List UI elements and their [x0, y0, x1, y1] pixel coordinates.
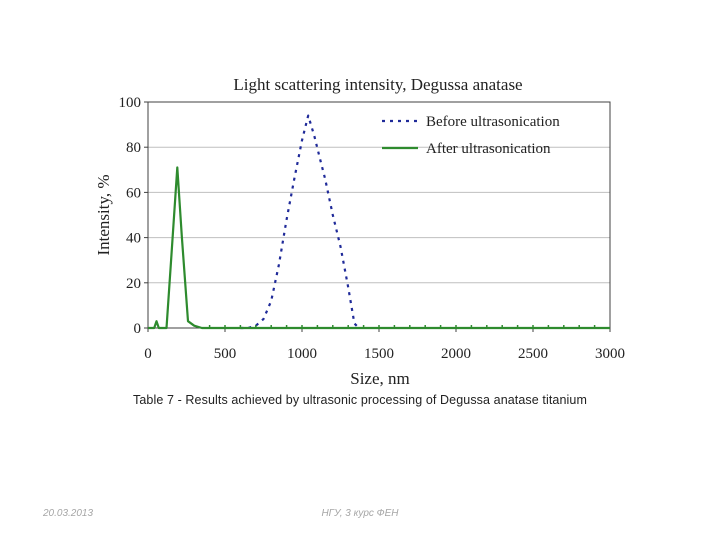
series-line-before	[240, 114, 360, 330]
chart-title: Light scattering intensity, Degussa anat…	[233, 75, 522, 94]
footer-date: 20.03.2013	[43, 508, 94, 519]
y-axis-label: Intensity, %	[94, 174, 113, 255]
x-tick-label: 3000	[595, 346, 625, 362]
y-tick-label: 40	[126, 231, 141, 247]
series-layer	[148, 114, 610, 330]
legend: Before ultrasonication After ultrasonica…	[382, 114, 560, 157]
series-line-after	[148, 166, 610, 330]
plot-frame	[147, 101, 611, 329]
x-tick-label: 1000	[287, 346, 317, 362]
x-tick-label: 500	[214, 346, 237, 362]
x-tick-label: 1500	[364, 346, 394, 362]
x-tick-label: 2000	[441, 346, 471, 362]
x-axis-label: Size, nm	[350, 369, 410, 388]
legend-label-before: Before ultrasonication	[426, 114, 560, 130]
chart-svg: 0 20 40 60 80 100 0 500 1000 1500 2000 2500 3000 Be…	[94, 75, 625, 388]
y-tick-label: 0	[134, 321, 142, 337]
table-caption: Table 7 - Results achieved by ultrasonic…	[133, 393, 587, 407]
footer-center-text: НГУ, 3 курс ФЕН	[321, 508, 399, 519]
grid	[148, 146, 610, 284]
x-axis: 0 500 1000 1500 2000 2500 3000	[144, 328, 625, 362]
y-tick-label: 80	[126, 140, 141, 156]
chart: 0 20 40 60 80 100 0 500 1000 1500 2000 2500 3000 Be…	[94, 75, 625, 388]
x-tick-label: 0	[144, 346, 152, 362]
y-tick-label: 60	[126, 185, 141, 201]
y-axis: 0 20 40 60 80 100	[119, 95, 148, 337]
y-tick-label: 20	[126, 276, 141, 292]
legend-label-after: After ultrasonication	[426, 141, 551, 157]
y-tick-label: 100	[119, 95, 142, 111]
x-tick-label: 2500	[518, 346, 548, 362]
